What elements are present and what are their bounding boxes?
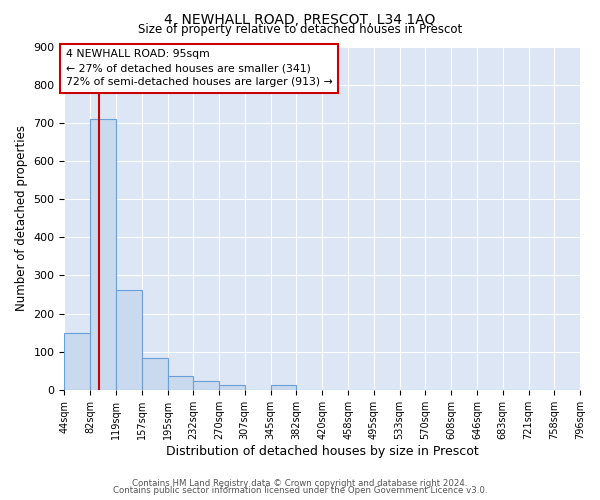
X-axis label: Distribution of detached houses by size in Prescot: Distribution of detached houses by size … (166, 444, 479, 458)
Text: 4 NEWHALL ROAD: 95sqm
← 27% of detached houses are smaller (341)
72% of semi-det: 4 NEWHALL ROAD: 95sqm ← 27% of detached … (66, 49, 332, 87)
Text: 4, NEWHALL ROAD, PRESCOT, L34 1AQ: 4, NEWHALL ROAD, PRESCOT, L34 1AQ (164, 12, 436, 26)
Bar (271, 386, 296, 390)
Bar (116, 290, 142, 390)
Bar (142, 358, 168, 390)
Y-axis label: Number of detached properties: Number of detached properties (15, 125, 28, 311)
Text: Contains HM Land Registry data © Crown copyright and database right 2024.: Contains HM Land Registry data © Crown c… (132, 478, 468, 488)
Text: Size of property relative to detached houses in Prescot: Size of property relative to detached ho… (138, 22, 462, 36)
Bar (168, 376, 193, 390)
Bar (64, 332, 91, 390)
Bar (193, 382, 220, 390)
Bar (91, 119, 116, 390)
Text: Contains public sector information licensed under the Open Government Licence v3: Contains public sector information licen… (113, 486, 487, 495)
Bar (220, 386, 245, 390)
